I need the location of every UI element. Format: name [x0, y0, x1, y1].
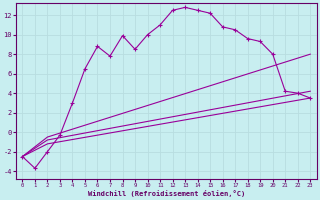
X-axis label: Windchill (Refroidissement éolien,°C): Windchill (Refroidissement éolien,°C) — [88, 190, 245, 197]
